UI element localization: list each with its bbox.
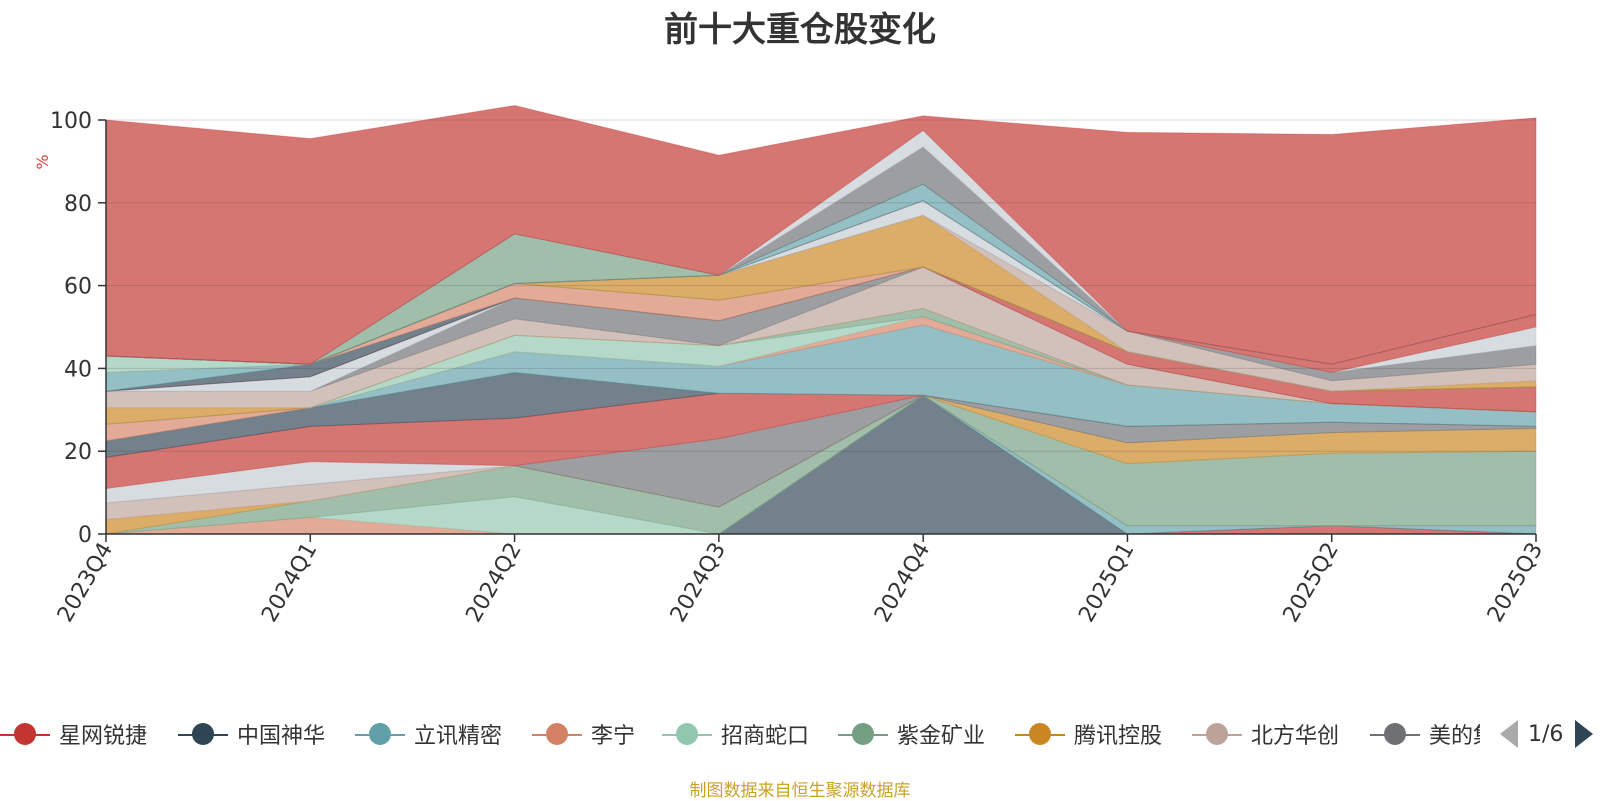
legend-label: 美的集团 — [1429, 724, 1480, 749]
legend-page-indicator: 1/6 — [1528, 721, 1564, 747]
y-tick-label: 20 — [64, 440, 92, 465]
legend-marker-icon — [532, 714, 582, 754]
area-layer — [105, 104, 1537, 535]
legend-marker-icon — [662, 714, 712, 754]
x-tick-label: 2025Q2 — [1279, 539, 1344, 627]
legend-item[interactable]: 紫金矿业 — [838, 714, 985, 754]
y-tick-label: 80 — [64, 192, 92, 217]
x-tick-label: 2024Q3 — [666, 539, 731, 627]
legend-item[interactable]: 立讯精密 — [355, 714, 502, 754]
chart-title: 前十大重仓股变化 — [664, 10, 936, 50]
legend-prev-arrow-icon[interactable] — [1500, 720, 1518, 748]
legend-item[interactable]: 北方华创 — [1192, 714, 1339, 754]
legend-label: 腾讯控股 — [1074, 724, 1163, 749]
legend-item[interactable]: 李宁 — [532, 714, 635, 754]
y-axis-label: % — [33, 154, 52, 169]
legend-item[interactable]: 腾讯控股 — [1015, 714, 1162, 754]
y-tick-label: 40 — [64, 357, 92, 382]
legend-label: 紫金矿业 — [897, 724, 986, 749]
legend-item[interactable]: 星网锐捷 — [0, 714, 147, 754]
x-tick-label: 2025Q3 — [1483, 539, 1548, 627]
legend-marker-icon — [1370, 714, 1420, 754]
legend-label: 立讯精密 — [414, 724, 503, 749]
legend-next-arrow-icon[interactable] — [1575, 720, 1594, 748]
legend-item[interactable]: 美的集团 — [1370, 714, 1480, 754]
legend-label: 李宁 — [591, 724, 636, 749]
y-tick-label: 100 — [50, 109, 92, 134]
x-tick-label: 2024Q4 — [870, 539, 935, 627]
legend-marker-icon — [1192, 714, 1242, 754]
legend-label: 星网锐捷 — [59, 724, 148, 749]
legend-marker-icon — [178, 714, 228, 754]
legend-marker-icon — [355, 714, 405, 754]
area-series-36[interactable] — [105, 104, 1537, 365]
legend-item[interactable]: 中国神华 — [178, 714, 325, 754]
legend-pager: 1/6 — [1500, 716, 1594, 752]
legend-item[interactable]: 招商蛇口 — [662, 714, 809, 754]
legend: 星网锐捷 中国神华 立讯精密 李宁 招商蛇口 紫金矿业 腾讯控股 北方华创 美的集团 — [0, 714, 1480, 754]
legend-marker-icon — [838, 714, 888, 754]
y-tick-label: 0 — [78, 523, 92, 548]
legend-marker-icon — [0, 714, 50, 754]
y-tick-label: 60 — [64, 275, 92, 300]
legend-label: 中国神华 — [237, 724, 326, 749]
x-tick-label: 2024Q2 — [461, 539, 526, 627]
legend-label: 招商蛇口 — [721, 724, 810, 749]
x-tick-label: 2023Q4 — [53, 539, 118, 627]
legend-label: 北方华创 — [1251, 724, 1340, 749]
x-tick-label: 2025Q1 — [1074, 539, 1139, 627]
legend-marker-icon — [1015, 714, 1065, 754]
x-tick-label: 2024Q1 — [257, 539, 322, 627]
source-note: 制图数据来自恒生聚源数据库 — [689, 781, 911, 801]
